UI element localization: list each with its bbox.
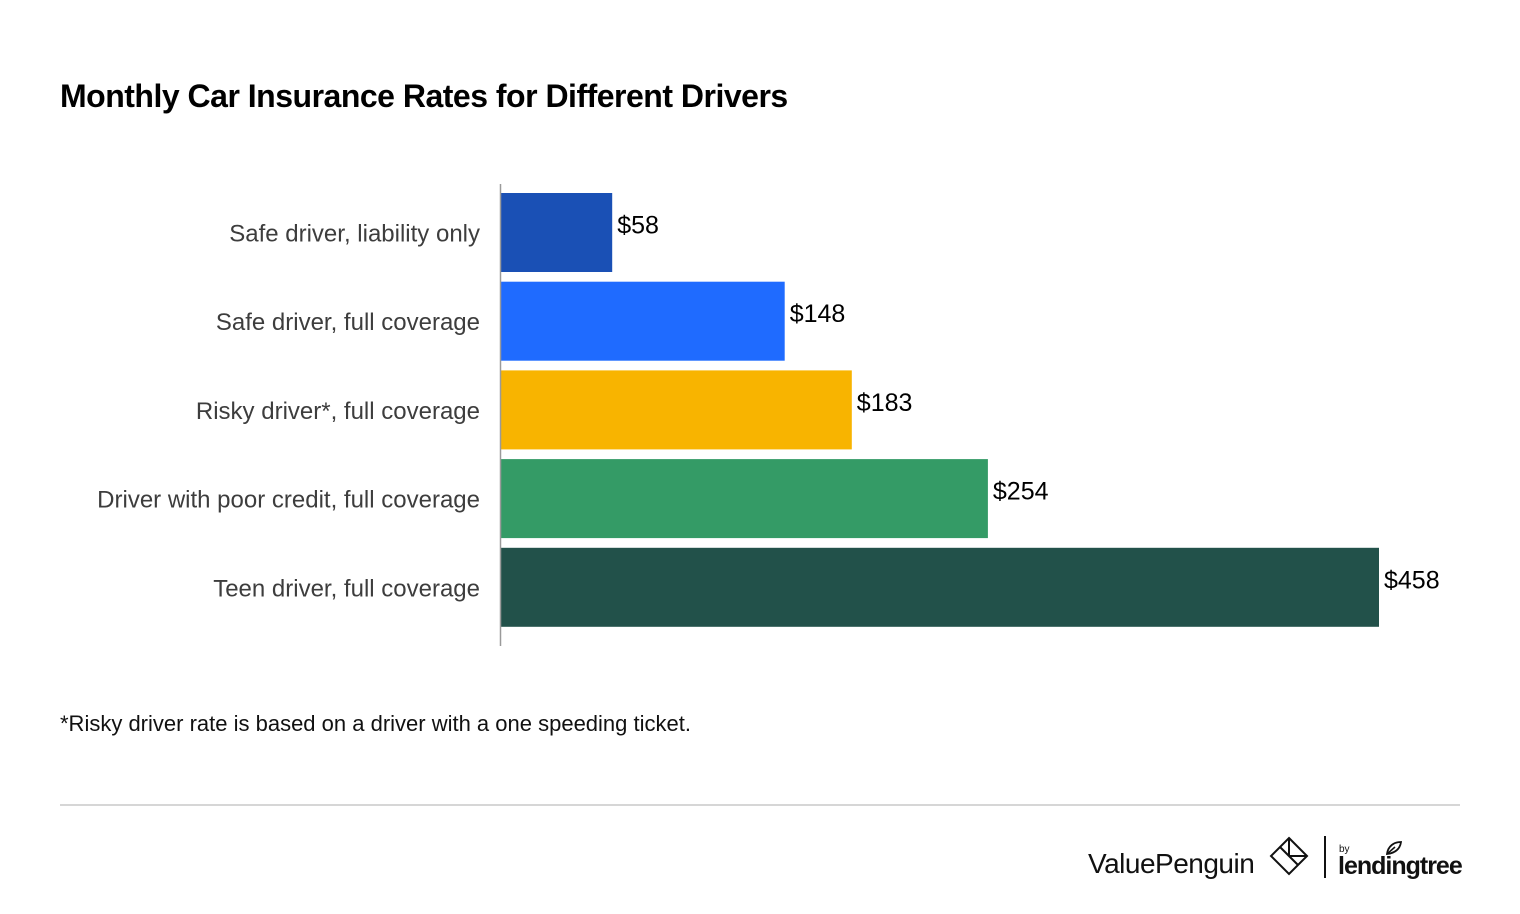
bar-chart: Safe driver, liability only $58 Safe drive… [97,184,1440,646]
value-label-5: $458 [1384,566,1440,594]
category-label-3: Risky driver*, full coverage [196,398,480,425]
bar-4 [501,459,988,539]
bar-2 [501,281,785,361]
category-label-2: Safe driver, full coverage [216,309,480,336]
value-label-1: $58 [617,212,659,240]
bar-5 [501,547,1379,627]
chart-title: Monthly Car Insurance Rates for Differen… [60,78,788,114]
brand-separator [1324,836,1326,878]
value-label-2: $148 [790,300,846,328]
category-label-4: Driver with poor credit, full coverage [97,487,480,514]
category-label-5: Teen driver, full coverage [213,575,480,602]
footnote: *Risky driver rate is based on a driver … [60,711,691,736]
category-label-1: Safe driver, liability only [229,221,480,248]
brand-name: ValuePenguin [1088,848,1255,879]
value-label-4: $254 [993,478,1049,506]
brand-logo: ValuePenguin by lendingtree [1088,834,1468,884]
penguin-diamond-icon [1269,836,1309,876]
value-label-3: $183 [857,389,913,417]
brand-by-label: by [1339,844,1350,855]
footer-divider [60,804,1460,806]
bars-layer: Safe driver, liability only $58 Safe drive… [97,193,1440,627]
brand-partner: lendingtree [1338,852,1463,880]
bar-3 [501,370,852,450]
bar-1 [501,193,613,272]
leaf-icon [1385,841,1403,856]
